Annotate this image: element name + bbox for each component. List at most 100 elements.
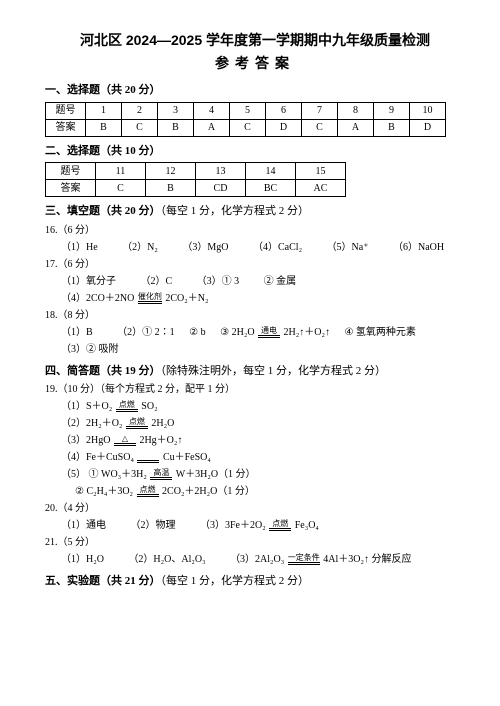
s3-note: （每空 1 分，化学方程式 2 分） xyxy=(161,205,310,217)
q19-l4c xyxy=(137,451,159,461)
q18-label: 18.（8 分） xyxy=(45,308,465,323)
q20-p3a: （3）3Fe＋2O₂ xyxy=(200,520,266,531)
t1-ans: B xyxy=(158,119,194,136)
q17-label: 17.（6 分） xyxy=(45,257,465,272)
s4-head-text: 四、简答题（共 19 分） xyxy=(45,365,161,377)
t1-ans: C xyxy=(230,119,266,136)
t2-num: 14 xyxy=(246,163,296,180)
q18-p1: （1）B xyxy=(61,327,93,338)
q21-p3a: （3）2Al₂O₃ xyxy=(230,554,284,565)
table-1: 题号 1 2 3 4 5 6 7 8 9 10 答案 B C B A C D C… xyxy=(45,102,446,137)
q18-p3: ② b xyxy=(189,327,205,338)
t2-num: 12 xyxy=(146,163,196,180)
q19-l3a: （3）2HgO xyxy=(61,435,110,446)
q19-l6b: 2CO₂＋2H₂O（1 分） xyxy=(162,486,255,497)
q17-p1: （1）氧分子 xyxy=(61,276,116,287)
q18-line2: （3）② 吸附 xyxy=(45,342,465,357)
doc-subtitle: 参考答案 xyxy=(45,53,465,74)
q19-l1: （1）S＋O₂ 点燃 SO₂ xyxy=(45,399,465,414)
t1-num: 8 xyxy=(338,102,374,119)
q16-p2: （2）N₂ xyxy=(122,242,158,253)
t1-ans: C xyxy=(302,119,338,136)
q17-p3: （3）① 3 xyxy=(197,276,240,287)
section-5-heading: 五、实验题（共 21 分）（每空 1 分，化学方程式 2 分） xyxy=(45,573,465,590)
t1-num: 2 xyxy=(122,102,158,119)
q19-l1b: SO₂ xyxy=(141,401,157,412)
s5-head-text: 五、实验题（共 21 分） xyxy=(45,575,161,587)
t1-num: 9 xyxy=(374,102,410,119)
q19-l6a: ② C₂H₄＋3O₂ xyxy=(75,486,133,497)
q17-p2: （2）C xyxy=(141,276,173,287)
q16-p1: （1）He xyxy=(61,242,98,253)
t2-ans-label: 答案 xyxy=(46,180,96,197)
q21-line: （1）H₂O （2）H₂O、Al₂O₃ （3）2Al₂O₃ 一定条件 4Al＋3… xyxy=(45,552,465,567)
s5-note: （每空 1 分，化学方程式 2 分） xyxy=(161,575,310,587)
q16-label: 16.（6 分） xyxy=(45,223,465,238)
t1-num: 3 xyxy=(158,102,194,119)
q19-l4a: （4）Fe＋CuSO₄ xyxy=(61,452,134,463)
q21-p2: （2）H₂O、Al₂O₃ xyxy=(128,554,205,565)
q21-p3c: 一定条件 xyxy=(288,553,320,563)
t1-ans: D xyxy=(266,119,302,136)
q18-p5: ④ 氢氧两种元素 xyxy=(344,327,415,338)
q18-p4b: 2H₂↑＋O₂↑ xyxy=(284,327,330,338)
q20-p3b: Fe₃O₄ xyxy=(295,520,319,531)
q19-l6c: 点燃 xyxy=(137,485,159,495)
t1-ans-label: 答案 xyxy=(46,119,86,136)
q18-cond: 通电 xyxy=(258,326,280,336)
table-2: 题号 11 12 13 14 15 答案 C B CD BC AC xyxy=(45,162,346,197)
q18-p4a: ③ 2H₂O xyxy=(220,327,254,338)
t1-ans: B xyxy=(86,119,122,136)
s4-note: （除特殊注明外，每空 1 分，化学方程式 2 分） xyxy=(161,365,387,377)
t2-ans: CD xyxy=(196,180,246,197)
t2-ans: AC xyxy=(296,180,346,197)
q17-eq-post: 2CO₂＋N₂ xyxy=(165,293,208,304)
q17-p4: ② 金属 xyxy=(264,276,297,287)
q19-l5a: （5） ① WO₃＋3H₂ xyxy=(61,469,147,480)
t1-num: 4 xyxy=(194,102,230,119)
q21-label: 21.（5 分） xyxy=(45,535,465,550)
q18-line1: （1）B （2）① 2∶1 ② b ③ 2H₂O 通电 2H₂↑＋O₂↑ ④ 氢… xyxy=(45,325,465,340)
t1-num: 6 xyxy=(266,102,302,119)
q17-line1: （1）氧分子 （2）C （3）① 3 ② 金属 xyxy=(45,274,465,289)
q20-line: （1）通电 （2）物理 （3）3Fe＋2O₂ 点燃 Fe₃O₄ xyxy=(45,518,465,533)
q19-l4: （4）Fe＋CuSO₄ Cu＋FeSO₄ xyxy=(45,450,465,465)
t2-ans: BC xyxy=(246,180,296,197)
section-2-heading: 二、选择题（共 10 分） xyxy=(45,143,465,160)
section-1-heading: 一、选择题（共 20 分） xyxy=(45,82,465,99)
q19-l6: ② C₂H₄＋3O₂ 点燃 2CO₂＋2H₂O（1 分） xyxy=(45,484,465,499)
t2-num: 11 xyxy=(96,163,146,180)
q17-line2: （4）2CO＋2NO 催化剂 2CO₂＋N₂ xyxy=(45,291,465,306)
q20-label: 20.（4 分） xyxy=(45,501,465,516)
q19-l3b: 2Hg＋O₂↑ xyxy=(139,435,182,446)
section-4-heading: 四、简答题（共 19 分）（除特殊注明外，每空 1 分，化学方程式 2 分） xyxy=(45,363,465,380)
t1-num: 1 xyxy=(86,102,122,119)
t1-ans: A xyxy=(338,119,374,136)
t1-ans: D xyxy=(410,119,446,136)
section-3-heading: 三、填空题（共 20 分）（每空 1 分，化学方程式 2 分） xyxy=(45,203,465,220)
q20-p3c: 点燃 xyxy=(269,519,291,529)
t1-ans: B xyxy=(374,119,410,136)
q17-eq-cond: 催化剂 xyxy=(138,292,162,302)
q19-l4b: Cu＋FeSO₄ xyxy=(163,452,211,463)
q19-l5b: W＋3H₂O（1 分） xyxy=(176,469,256,480)
t2-ans: C xyxy=(96,180,146,197)
t1-num: 10 xyxy=(410,102,446,119)
t2-num: 15 xyxy=(296,163,346,180)
t2-ans: B xyxy=(146,180,196,197)
q19-l3: （3）2HgO △ 2Hg＋O₂↑ xyxy=(45,433,465,448)
page-root: 河北区 2024—2025 学年度第一学期期中九年级质量检测 参考答案 一、选择… xyxy=(0,0,500,706)
q19-l1a: （1）S＋O₂ xyxy=(61,401,112,412)
q20-p1: （1）通电 xyxy=(61,520,106,531)
t1-ans: C xyxy=(122,119,158,136)
q19-l3c: △ xyxy=(114,434,136,444)
q19-l5: （5） ① WO₃＋3H₂ 高温 W＋3H₂O（1 分） xyxy=(45,467,465,482)
q21-p1: （1）H₂O xyxy=(61,554,104,565)
q18-p2: （2）① 2∶1 xyxy=(117,327,175,338)
s3-head-text: 三、填空题（共 20 分） xyxy=(45,205,161,217)
q20-p2: （2）物理 xyxy=(131,520,176,531)
q19-l2c: 点燃 xyxy=(126,417,148,427)
q19-l5c: 高温 xyxy=(150,468,172,478)
q19-l2b: 2H₂O xyxy=(151,418,174,429)
q21-p3b: 4Al＋3O₂↑ 分解反应 xyxy=(323,554,411,565)
